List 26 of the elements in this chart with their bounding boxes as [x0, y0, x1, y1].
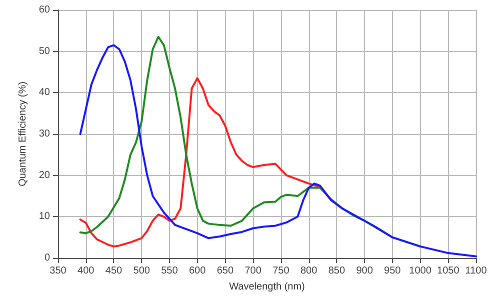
x-tick-label: 950: [384, 266, 402, 276]
x-tick-label: 850: [328, 266, 346, 276]
x-tick-label: 350: [50, 266, 67, 276]
line-series: [79, 44, 477, 258]
x-tick-label: 1050: [437, 266, 460, 276]
x-tick-label: 550: [161, 266, 178, 276]
x-tick-label: 700: [244, 266, 262, 276]
x-tick-label: 1000: [409, 266, 432, 276]
x-tick-label: 600: [188, 266, 206, 276]
x-tick-label: 1100: [465, 266, 488, 276]
x-tick-label: 400: [78, 266, 95, 276]
y-tick-label: 50: [38, 46, 50, 57]
y-tick-label: 10: [38, 211, 50, 222]
x-tick-label: 450: [105, 266, 123, 276]
x-tick-label: 800: [300, 266, 318, 276]
x-axis-title: Wavelength (nm): [229, 282, 305, 292]
y-axis-title: Quantum Efficiency (%): [17, 82, 28, 186]
y-tick-label: 30: [38, 128, 50, 140]
x-tick-label: 650: [216, 266, 234, 276]
y-tick-label: 60: [38, 4, 50, 16]
x-tick-label: 500: [133, 266, 150, 276]
y-tick-label: 0: [44, 252, 50, 264]
x-tick-label: 900: [356, 266, 374, 276]
y-tick-label: 40: [38, 87, 50, 98]
y-tick-label: 20: [38, 170, 50, 181]
x-tick-label: 750: [272, 266, 290, 276]
